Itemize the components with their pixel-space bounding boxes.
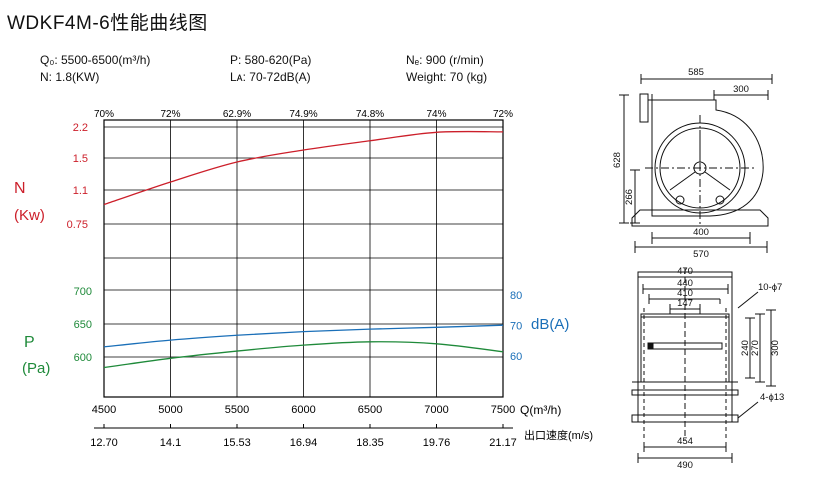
spec-airflow: Q₀: 5500-6500(m³/h)	[40, 53, 151, 67]
dim-300-top: 300	[733, 84, 749, 95]
x2-tick-label: 21.17	[489, 437, 517, 449]
spec-speed: Nₑ: 900 (r/min)	[406, 53, 484, 67]
dim-454: 454	[677, 436, 693, 447]
spec-weight: Weight: 70 (kg)	[406, 70, 488, 84]
x2-axis-label: 出口速度(m/s)	[524, 428, 593, 442]
efficiency-label: 74.9%	[289, 109, 317, 120]
x-tick-label: 6500	[358, 404, 382, 416]
dim-440: 440	[677, 278, 693, 289]
pressure-tick-label: 650	[74, 319, 92, 331]
dim-240: 240	[740, 340, 751, 356]
dim-266: 266	[624, 189, 635, 205]
pressure-axis-unit: (Pa)	[22, 360, 50, 377]
x-tick-label: 4500	[92, 404, 116, 416]
noise-tick-label: 70	[510, 321, 522, 333]
x-axis-label: Q(m³/h)	[520, 403, 561, 417]
chart-grid	[103, 119, 504, 398]
power-axis: 2.2 1.5 1.1 0.75	[67, 122, 88, 231]
x-tick-labels: 4500 5000 5500 6000 6500 7000 7500	[92, 404, 515, 416]
noise-tick-label: 60	[510, 351, 522, 363]
spec-noise: Lᴀ: 70-72dB(A)	[230, 70, 311, 84]
x-tick-label: 6000	[291, 404, 315, 416]
noise-axis-name: dB(A)	[531, 316, 569, 333]
dim-470: 470	[677, 266, 693, 277]
dim-400: 400	[693, 227, 709, 238]
holes-bottom-label: 4-ϕ13	[760, 392, 784, 403]
x2-tick-label: 16.94	[290, 437, 318, 449]
efficiency-label: 70%	[94, 109, 114, 120]
x2-tick-label: 12.70	[90, 437, 118, 449]
power-tick-label: 0.75	[67, 219, 88, 231]
performance-chart: 70% 72% 62.9% 74.9% 74.8% 74% 72% 4500 5000 5500…	[14, 109, 593, 449]
chart-curves	[103, 130, 504, 369]
efficiency-label: 74.8%	[356, 109, 384, 120]
power-tick-label: 1.5	[73, 153, 88, 165]
fan-dimension-drawing: 585 300 628 266 400 570 470 440 410 147 …	[612, 67, 784, 471]
dim-628: 628	[612, 152, 623, 168]
x-tick-label: 7000	[424, 404, 448, 416]
pressure-axis-name: P	[24, 334, 35, 351]
power-curve	[103, 130, 504, 206]
efficiency-label: 72%	[493, 109, 513, 120]
efficiency-label: 62.9%	[223, 109, 251, 120]
dim-490: 490	[677, 460, 693, 471]
x2-tick-label: 14.1	[160, 437, 181, 449]
noise-curve	[103, 324, 504, 348]
noise-axis: 80 70 60	[510, 290, 522, 363]
x2-tick-label: 15.53	[223, 437, 251, 449]
pressure-tick-label: 700	[74, 286, 92, 298]
dim-570: 570	[693, 249, 709, 260]
noise-tick-label: 80	[510, 290, 522, 302]
dim-410: 410	[677, 288, 693, 299]
efficiency-label: 72%	[160, 109, 180, 120]
power-tick-label: 1.1	[73, 185, 88, 197]
x-tick-label: 5000	[158, 404, 182, 416]
power-axis-name: N	[14, 180, 26, 197]
spec-power: N: 1.8(KW)	[40, 70, 100, 84]
pressure-axis: 700 650 600	[74, 286, 92, 364]
x2-tick-labels: 12.70 14.1 15.53 16.94 18.35 19.76 21.17	[90, 424, 517, 449]
efficiency-labels: 70% 72% 62.9% 74.9% 74.8% 74% 72%	[94, 109, 513, 120]
x-tick-label: 5500	[225, 404, 249, 416]
dim-585: 585	[688, 67, 704, 78]
x2-tick-label: 18.35	[356, 437, 384, 449]
efficiency-label: 74%	[426, 109, 446, 120]
power-axis-unit: (Kw)	[14, 207, 45, 224]
holes-top-label: 10-ϕ7	[758, 282, 782, 293]
power-tick-label: 2.2	[73, 122, 88, 134]
dim-270: 270	[750, 340, 761, 356]
dim-300-side: 300	[770, 340, 781, 356]
x2-tick-label: 19.76	[423, 437, 451, 449]
page-title: WDKF4M-6性能曲线图	[7, 13, 208, 34]
spec-pressure: P: 580-620(Pa)	[230, 53, 312, 67]
pressure-tick-label: 600	[74, 352, 92, 364]
x-tick-label: 7500	[491, 404, 515, 416]
pressure-curve	[103, 341, 504, 369]
dim-147: 147	[677, 298, 693, 309]
